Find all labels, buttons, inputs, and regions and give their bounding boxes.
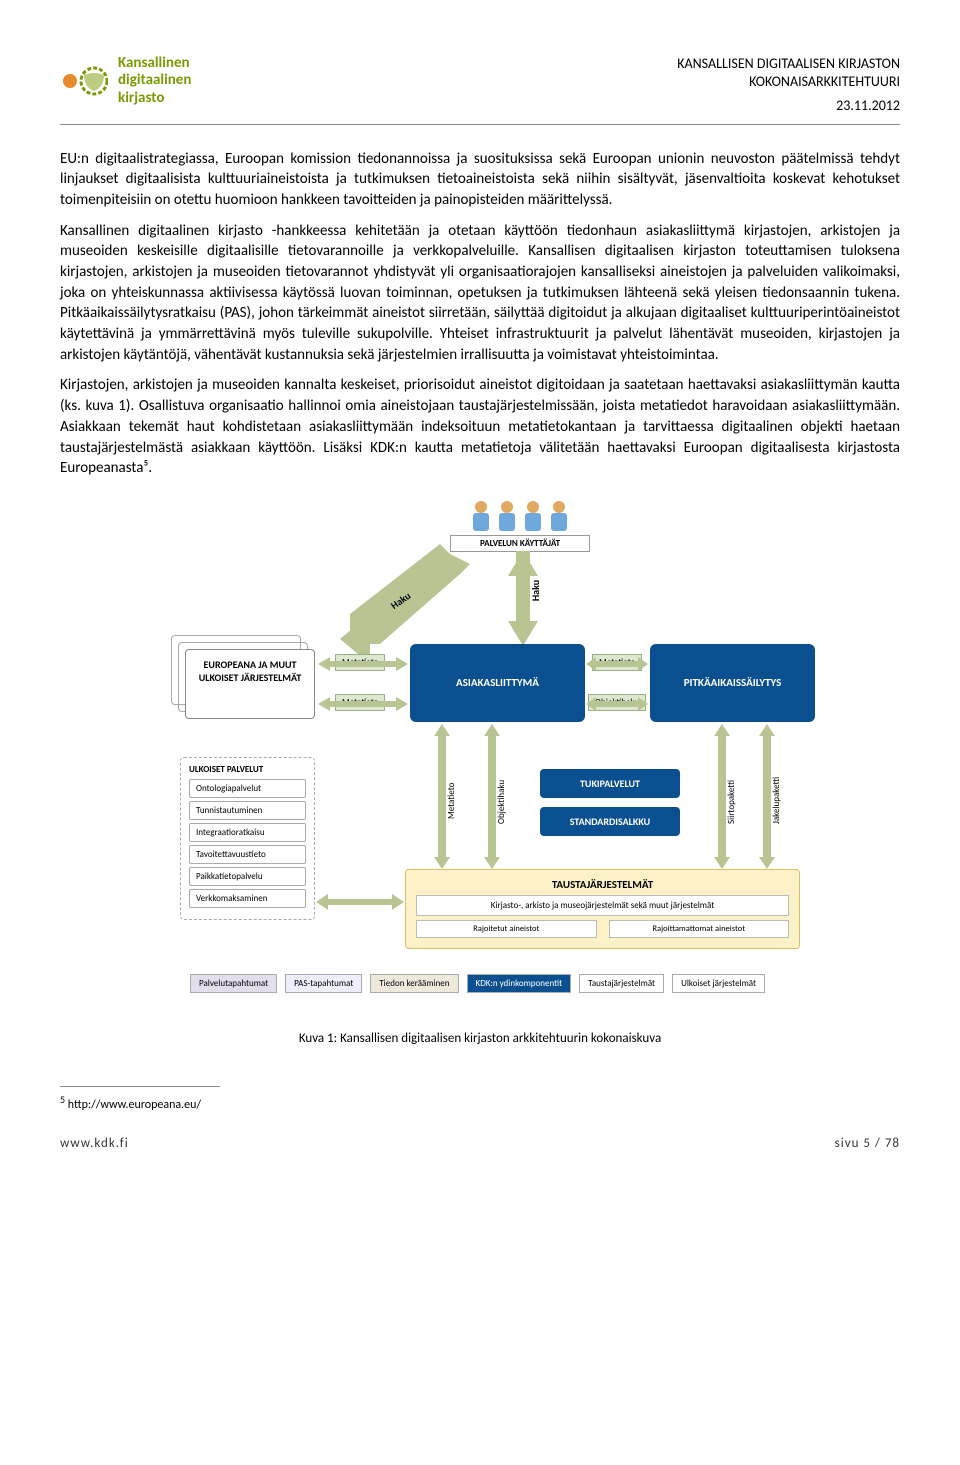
page-footer: www.kdk.fi sivu 5 / 78 xyxy=(60,1136,900,1151)
doc-title-1: KANSALLISEN DIGITAALISEN KIRJASTON xyxy=(677,55,900,73)
europeana-box: EUROPEANA JA MUUT ULKOISET JÄRJESTELMÄT xyxy=(185,649,315,719)
external-services-panel: ULKOISET PALVELUT Ontologiapalvelut Tunn… xyxy=(180,757,315,920)
ext-item-0: Ontologiapalvelut xyxy=(189,779,306,798)
logo-text: Kansallinen digitaalinen kirjasto xyxy=(118,55,191,107)
ext-item-4: Paikkatietopalvelu xyxy=(189,867,306,886)
legend-1: PAS-tapahtumat xyxy=(285,974,362,993)
footnote-num: 5 xyxy=(60,1093,65,1106)
legend-2: Tiedon kerääminen xyxy=(370,974,458,993)
ext-item-5: Verkkomaksaminen xyxy=(189,889,306,908)
pas-label: PITKÄAIKAISSÄILYTYS xyxy=(684,676,782,689)
architecture-diagram: PALVELUN KÄYTTÄJÄT Haku Haku EUROPEANA J… xyxy=(60,499,900,1019)
taustajarjestelmat-box: TAUSTAJÄRJESTELMÄT Kirjasto-, arkisto ja… xyxy=(405,869,800,949)
arrow-ext-backend xyxy=(316,894,404,910)
user-icon xyxy=(546,499,572,533)
figure-caption: Kuva 1: Kansallisen digitaalisen kirjast… xyxy=(60,1031,900,1046)
user-icon xyxy=(520,499,546,533)
footer-left: www.kdk.fi xyxy=(60,1136,129,1151)
logo-line1: Kansallinen xyxy=(118,55,191,72)
legend-row: Palvelutapahtumat PAS-tapahtumat Tiedon … xyxy=(190,974,765,993)
tukipalvelut-box: TUKIPALVELUT xyxy=(540,769,680,798)
paragraph-1: EU:n digitaalistrategiassa, Euroopan kom… xyxy=(60,149,900,211)
footnote: 5 http://www.europeana.eu/ xyxy=(60,1093,900,1112)
user-icon xyxy=(468,499,494,533)
tausta-inner: Kirjasto-, arkisto ja museojärjestelmät … xyxy=(416,895,789,916)
pas-box: PITKÄAIKAISSÄILYTYS xyxy=(650,644,815,722)
jakelupaketti-label: Jakelupaketti xyxy=(771,777,782,824)
objektihaku-vert: Objektihaku xyxy=(496,780,507,824)
footnote-separator xyxy=(60,1086,220,1087)
siirtopaketti-label: Siirtopaketti xyxy=(726,780,737,824)
legend-0: Palvelutapahtumat xyxy=(190,974,277,993)
paragraph-2: Kansallinen digitaalinen kirjasto -hankk… xyxy=(60,221,900,366)
asiakasliittyma-box: ASIAKASLIITTYMÄ xyxy=(410,644,585,722)
arrow-obj-1 xyxy=(586,697,648,711)
arrow-meta-1 xyxy=(318,657,408,671)
arrow-meta-2 xyxy=(318,697,408,711)
footer-right: sivu 5 / 78 xyxy=(835,1136,900,1151)
legend-4: Taustajärjestelmät xyxy=(579,974,664,993)
logo-line3: kirjasto xyxy=(118,90,191,107)
haku-label-center: Haku xyxy=(529,580,542,601)
metatieto-vert: Metatieto xyxy=(446,783,457,819)
body-text: EU:n digitaalistrategiassa, Euroopan kom… xyxy=(60,149,900,479)
ext-item-1: Tunnistautuminen xyxy=(189,801,306,820)
europeana-label: EUROPEANA JA MUUT ULKOISET JÄRJESTELMÄT xyxy=(199,658,302,684)
header-right: KANSALLISEN DIGITAALISEN KIRJASTON KOKON… xyxy=(677,55,900,116)
logo: Kansallinen digitaalinen kirjasto xyxy=(60,55,191,107)
users-label: PALVELUN KÄYTTÄJÄT xyxy=(450,535,590,552)
user-icon xyxy=(494,499,520,533)
tausta-title: TAUSTAJÄRJESTELMÄT xyxy=(416,878,789,891)
ext-item-2: Integraatioratkaisu xyxy=(189,823,306,842)
tausta-sub2: Rajoittamattomat aineistot xyxy=(609,920,790,938)
kdk-logo-icon xyxy=(60,57,108,105)
legend-5: Ulkoiset järjestelmät xyxy=(672,974,765,993)
logo-line2: digitaalinen xyxy=(118,72,191,89)
footnote-text: http://www.europeana.eu/ xyxy=(68,1098,201,1112)
tausta-sub1: Rajoitetut aineistot xyxy=(416,920,597,938)
arrow-meta-3 xyxy=(586,657,648,671)
paragraph-3: Kirjastojen, arkistojen ja museoiden kan… xyxy=(60,375,900,478)
standardisalkku-box: STANDARDISALKKU xyxy=(540,807,680,836)
legend-3: KDK:n ydinkomponentit xyxy=(467,974,572,993)
asiakasliittyma-label: ASIAKASLIITTYMÄ xyxy=(456,676,539,689)
ext-item-3: Tavoitettavuustieto xyxy=(189,845,306,864)
doc-title-2: KOKONAISARKKITEHTUURI xyxy=(677,73,900,91)
ext-title: ULKOISET PALVELUT xyxy=(189,764,306,775)
users-block: PALVELUN KÄYTTÄJÄT xyxy=(450,499,590,552)
user-icons xyxy=(450,499,590,533)
doc-date: 23.11.2012 xyxy=(677,97,900,115)
page-header: Kansallinen digitaalinen kirjasto KANSAL… xyxy=(60,55,900,125)
